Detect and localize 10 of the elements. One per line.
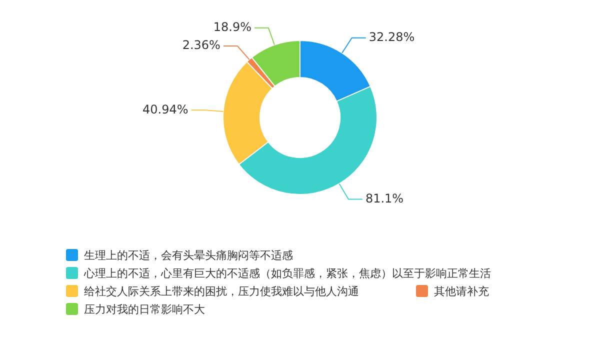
legend-label: 心理上的不适，心里有巨大的不适感（如负罪感，紧张，焦虑）以至于影响正常生活 (84, 266, 491, 280)
data-label: 18.9% (213, 20, 252, 34)
legend-label: 其他请补充 (434, 284, 489, 298)
legend-label: 给社交人际关系上带来的困扰，压力使我难以与他人沟通 (84, 284, 359, 298)
legend-label: 生理上的不适，会有头晕头痛胸闷等不适感 (84, 248, 293, 262)
data-label: 32.28% (368, 30, 415, 44)
data-label: 2.36% (182, 38, 220, 52)
data-label: 40.94% (142, 102, 188, 116)
legend-label: 压力对我的日常影响不大 (84, 302, 205, 316)
data-label: 81.1% (365, 191, 404, 206)
